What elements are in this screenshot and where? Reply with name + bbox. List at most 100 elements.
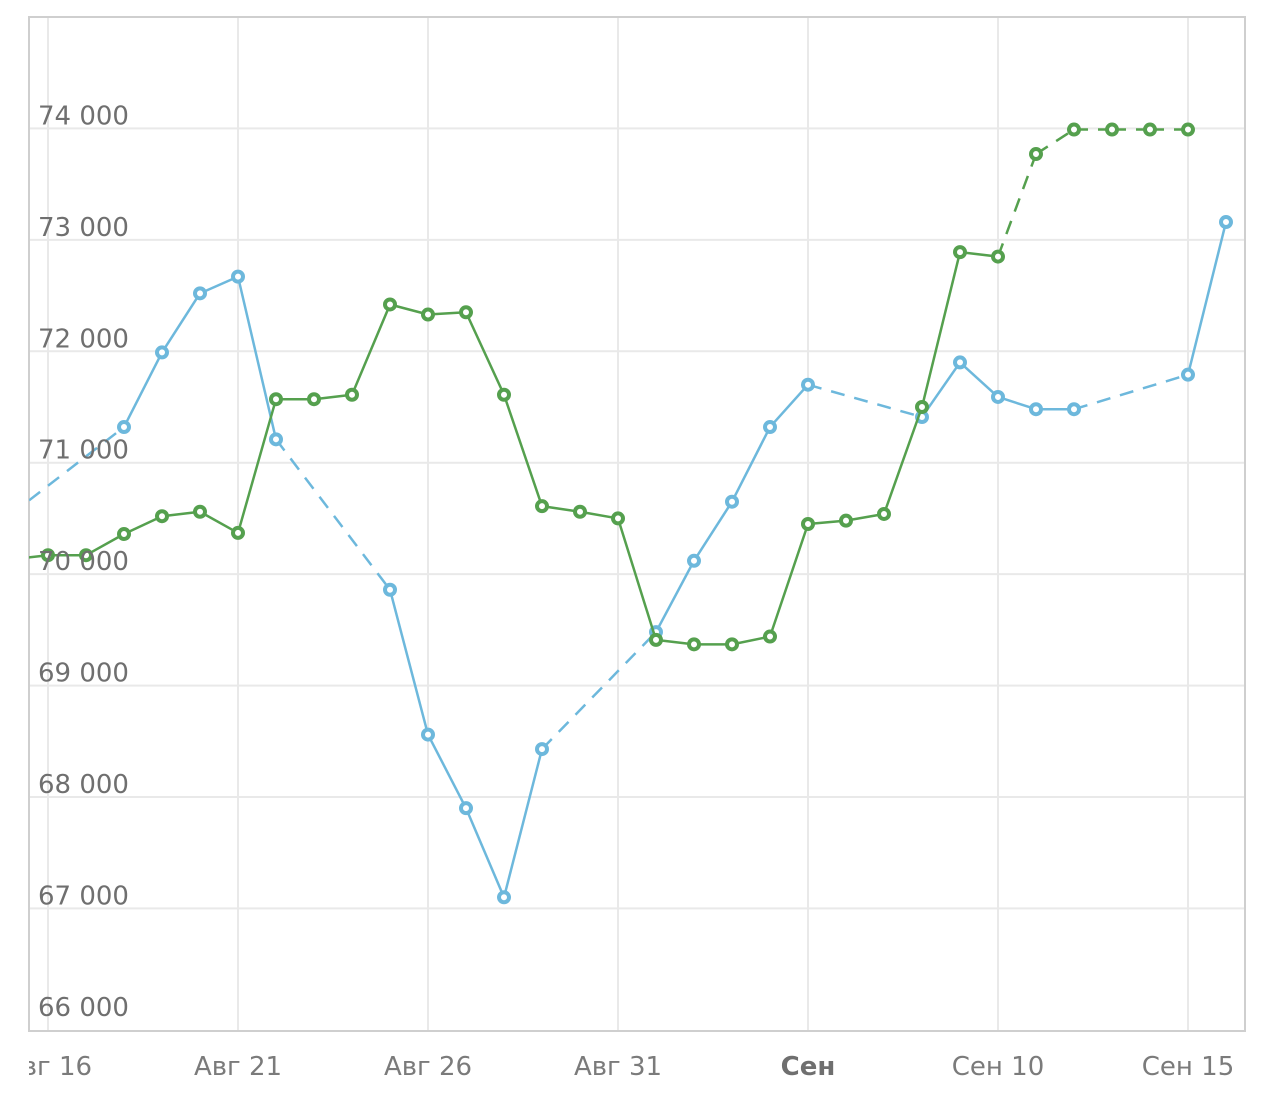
x-tick-label: Авг 26	[384, 1052, 472, 1082]
data-point[interactable]	[801, 377, 815, 392]
series-segment	[654, 560, 696, 633]
data-point[interactable]	[117, 527, 131, 542]
data-point[interactable]	[79, 548, 93, 563]
data-point[interactable]	[383, 297, 397, 312]
data-point[interactable]	[915, 400, 929, 414]
series-segment	[768, 523, 810, 637]
data-point[interactable]	[763, 629, 777, 644]
y-tick-label: 69 000	[38, 659, 129, 689]
series-segment	[502, 748, 544, 898]
data-point[interactable]	[535, 742, 549, 757]
data-point[interactable]	[1219, 215, 1233, 230]
y-tick-label: 68 000	[38, 770, 129, 800]
x-tick-label: Сен	[781, 1052, 836, 1082]
data-point[interactable]	[497, 387, 511, 402]
series-1	[5, 215, 1233, 905]
series-segment	[388, 589, 430, 735]
y-tick-label: 70 000	[38, 547, 129, 577]
data-point[interactable]	[991, 389, 1005, 404]
series-segment	[1186, 221, 1228, 375]
data-point[interactable]	[611, 511, 625, 526]
data-point[interactable]	[269, 392, 283, 407]
plot-area	[28, 16, 1246, 1032]
data-point[interactable]	[459, 305, 473, 320]
data-point[interactable]	[41, 548, 55, 563]
data-point[interactable]	[953, 355, 967, 370]
data-point[interactable]	[345, 387, 359, 402]
series-segment	[464, 807, 506, 898]
data-point[interactable]	[801, 517, 815, 531]
data-point[interactable]	[991, 249, 1005, 264]
data-point[interactable]	[421, 307, 435, 322]
data-point[interactable]	[687, 637, 701, 652]
data-point[interactable]	[1029, 147, 1043, 162]
series-segment	[122, 351, 164, 428]
series-gap-segment	[1035, 128, 1075, 156]
series-segment	[730, 426, 772, 503]
data-point[interactable]	[231, 525, 245, 540]
data-point[interactable]	[1181, 367, 1195, 382]
series-segment	[502, 394, 544, 507]
series-segment	[426, 734, 468, 809]
gridlines	[29, 17, 1245, 1031]
data-point[interactable]	[953, 245, 967, 260]
series-gap-segment	[807, 383, 923, 419]
y-tick-label: 72 000	[38, 324, 129, 354]
data-point[interactable]	[5, 555, 15, 565]
y-axis-labels: 66 000 67 000 68 000 69 000 70 000 71 000 72 0…	[38, 101, 129, 1022]
data-point[interactable]	[269, 432, 283, 447]
data-point[interactable]	[5, 510, 15, 520]
data-point[interactable]	[763, 420, 777, 435]
data-point[interactable]	[839, 513, 853, 528]
data-point[interactable]	[459, 801, 473, 816]
data-point[interactable]	[1067, 402, 1081, 417]
x-tick-label: Авг 21	[194, 1052, 282, 1082]
series-segment	[920, 251, 962, 408]
data-point[interactable]	[155, 509, 169, 524]
data-point[interactable]	[877, 506, 891, 521]
series-gap-segment	[1073, 373, 1189, 411]
y-tick-label: 71 000	[38, 436, 129, 466]
data-point[interactable]	[725, 637, 739, 652]
data-point[interactable]	[1143, 122, 1157, 137]
y-tick-label: 74 000	[38, 101, 129, 131]
data-point[interactable]	[193, 286, 207, 301]
x-tick-label: Авг 16	[4, 1052, 92, 1082]
series-segment	[160, 292, 202, 354]
data-point[interactable]	[1067, 122, 1081, 137]
series-segment	[199, 510, 239, 535]
data-point[interactable]	[421, 727, 435, 742]
data-point[interactable]	[1105, 122, 1119, 137]
data-point[interactable]	[725, 494, 739, 509]
series-segment	[882, 406, 924, 515]
series-segment	[769, 383, 809, 428]
data-point[interactable]	[1181, 122, 1195, 137]
data-point[interactable]	[117, 420, 131, 435]
x-tick-label: Сен 15	[1142, 1052, 1235, 1082]
data-point[interactable]	[1029, 402, 1043, 417]
data-point[interactable]	[383, 582, 397, 597]
series-segment	[350, 304, 392, 396]
series-2	[5, 122, 1195, 652]
data-point[interactable]	[155, 345, 169, 360]
x-tick-label: Сен 10	[952, 1052, 1045, 1082]
data-point[interactable]	[193, 504, 207, 519]
data-point[interactable]	[687, 553, 701, 568]
x-axis-labels: Авг 16 Авг 21 Авг 26 Авг 31 Сен Сен 10 Сен 15	[4, 1052, 1235, 1082]
series-segment	[959, 361, 999, 398]
data-point[interactable]	[649, 632, 663, 647]
series-gap-segment	[541, 631, 657, 750]
data-point[interactable]	[307, 392, 321, 407]
series-segment	[616, 518, 658, 641]
series-segment	[464, 311, 506, 396]
data-point[interactable]	[535, 499, 549, 514]
data-point[interactable]	[497, 890, 511, 905]
series-segment	[236, 398, 278, 534]
series-gap-segment	[996, 153, 1038, 258]
y-tick-label: 73 000	[38, 213, 129, 243]
data-point[interactable]	[573, 504, 587, 519]
data-point[interactable]	[231, 269, 245, 284]
series-layer	[5, 122, 1233, 905]
series-segment	[85, 532, 125, 557]
